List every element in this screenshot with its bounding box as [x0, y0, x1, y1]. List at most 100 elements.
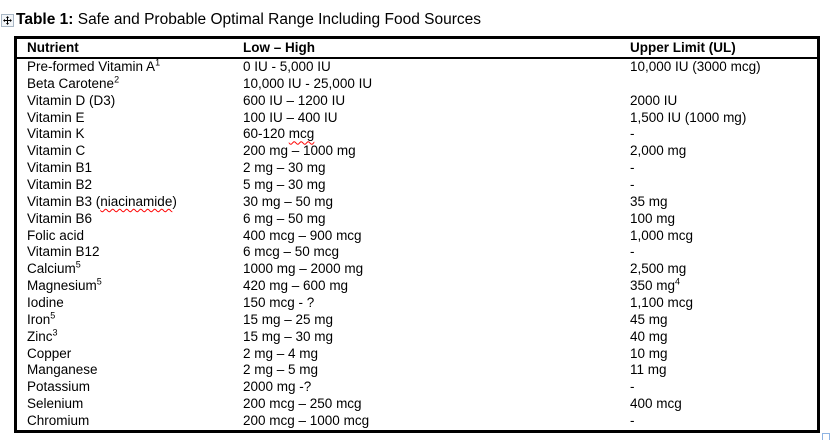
low-high-cell: 0 IU - 5,000 IU	[243, 59, 331, 74]
table-row[interactable]: Vitamin B12 6 mcg – 50 mcg -	[17, 244, 817, 261]
table-row[interactable]: Vitamin E 100 IU – 400 IU 1,500 IU (1000 m…	[17, 110, 817, 127]
table-caption-label: Table 1:	[16, 11, 74, 28]
low-high-cell: 6 mcg – 50 mcg	[243, 244, 340, 260]
table-row[interactable]: Vitamin K 60-120 mcg -	[17, 126, 817, 143]
nutrient-cell: Vitamin B6	[27, 210, 93, 226]
low-high-cell: 30 mg – 50 mg	[243, 193, 334, 209]
upper-limit-cell: 11 mg	[630, 362, 667, 378]
upper-limit-cell: -	[630, 413, 635, 429]
table-row[interactable]: Beta Carotene2 10,000 IU - 25,000 IU	[17, 74, 817, 93]
table-row[interactable]: Copper 2 mg – 4 mg 10 mg	[17, 346, 817, 363]
table-caption: Table 1: Safe and Probable Optimal Range…	[16, 9, 481, 30]
low-high-cell: 420 mg – 600 mg	[243, 278, 349, 294]
upper-limit-cell: -	[630, 160, 635, 176]
misspelled-text: niacinamide	[100, 193, 173, 209]
nutrient-cell: Calcium5	[27, 259, 81, 277]
low-high-cell: 200 mcg – 1000 mcg	[243, 413, 370, 429]
nutrient-cell: Pre-formed Vitamin A1	[27, 57, 161, 74]
header-low-high: Low – High	[243, 40, 315, 55]
low-high-cell: 60-120 mcg	[243, 126, 315, 142]
table-row[interactable]: Zinc3 15 mg – 30 mg 40 mg	[17, 327, 817, 346]
table-row[interactable]: Selenium 200 mcg – 250 mcg 400 mcg	[17, 396, 817, 413]
footnote-superscript: 2	[114, 74, 120, 85]
low-high-cell: 200 mg – 1000 mg	[243, 143, 356, 159]
upper-limit-cell: 2,000 mg	[630, 143, 687, 159]
upper-limit-cell: -	[630, 379, 635, 395]
low-high-cell: 200 mcg – 250 mcg	[243, 396, 362, 412]
nutrient-cell: Copper	[27, 345, 72, 361]
table-row[interactable]: Vitamin C 200 mg – 1000 mg 2,000 mg	[17, 143, 817, 160]
table-row[interactable]: Potassium 2000 mg -? -	[17, 379, 817, 396]
nutrient-cell: Zinc3	[27, 327, 58, 344]
table-caption-text: Safe and Probable Optimal Range Includin…	[73, 11, 481, 28]
upper-limit-cell: 1,100 mcg	[630, 295, 694, 311]
low-high-cell: 400 mcg – 900 mcg	[243, 227, 362, 243]
table-row[interactable]: Chromium 200 mcg – 1000 mcg -	[17, 413, 817, 430]
table-row[interactable]: Vitamin B6 6 mg – 50 mg 100 mg	[17, 211, 817, 228]
nutrient-cell: Beta Carotene2	[27, 74, 120, 91]
table-row[interactable]: Calcium5 1000 mg – 2000 mg 2,500 mg	[17, 259, 817, 278]
table-row[interactable]: Vitamin B1 2 mg – 30 mg -	[17, 160, 817, 177]
table-row[interactable]: Folic acid 400 mcg – 900 mcg 1,000 mcg	[17, 228, 817, 245]
upper-limit-cell: 1,500 IU (1000 mg)	[630, 109, 747, 125]
upper-limit-cell: 40 mg	[630, 328, 668, 344]
upper-limit-cell: 10,000 IU (3000 mcg)	[630, 59, 761, 74]
header-nutrient: Nutrient	[27, 40, 79, 55]
upper-limit-cell: 35 mg	[630, 193, 668, 209]
nutrient-cell: Iron5	[27, 310, 56, 327]
upper-limit-cell: -	[630, 244, 635, 260]
footnote-superscript: 3	[52, 327, 58, 338]
low-high-cell: 100 IU – 400 IU	[243, 109, 338, 125]
table-row[interactable]: Pre-formed Vitamin A1 0 IU - 5,000 IU 10,0…	[17, 57, 817, 76]
low-high-cell: 6 mg – 50 mg	[243, 210, 326, 226]
table-row[interactable]: Iodine 150 mcg - ? 1,100 mcg	[17, 295, 817, 312]
misspelled-text: mcg	[288, 126, 315, 142]
footnote-superscript: 5	[75, 259, 81, 270]
nutrient-cell: Magnesium5	[27, 276, 102, 294]
footnote-superscript: 5	[50, 310, 56, 321]
low-high-cell: 2 mg – 4 mg	[243, 345, 319, 361]
upper-limit-cell: 400 mcg	[630, 396, 682, 412]
nutrient-cell: Chromium	[27, 413, 90, 429]
nutrient-cell: Vitamin E	[27, 109, 85, 125]
table-row[interactable]: Vitamin B2 5 mg – 30 mg -	[17, 177, 817, 194]
nutrient-cell: Vitamin C	[27, 143, 86, 159]
nutrient-table: Nutrient Low – High Upper Limit (UL) Pre…	[14, 36, 820, 433]
nutrient-cell: Vitamin K	[27, 126, 85, 142]
upper-limit-cell: 45 mg	[630, 311, 668, 327]
nutrient-cell: Vitamin B2	[27, 177, 93, 193]
low-high-cell: 2000 mg -?	[243, 379, 312, 395]
footnote-superscript: 4	[675, 276, 681, 287]
low-high-cell: 1000 mg – 2000 mg	[243, 261, 364, 277]
upper-limit-cell: 100 mg	[630, 210, 676, 226]
low-high-cell: 150 mcg - ?	[243, 295, 315, 311]
upper-limit-cell: -	[630, 177, 635, 193]
low-high-cell: 15 mg – 25 mg	[243, 311, 334, 327]
low-high-cell: 2 mg – 30 mg	[243, 160, 326, 176]
table-row[interactable]: Vitamin D (D3) 600 IU – 1200 IU 2000 IU	[17, 93, 817, 110]
low-high-cell: 15 mg – 30 mg	[243, 328, 334, 344]
table-row[interactable]: Vitamin B3 (niacinamide) 30 mg – 50 mg 35 …	[17, 194, 817, 211]
footnote-superscript: 5	[96, 276, 102, 287]
upper-limit-cell: 10 mg	[630, 345, 668, 361]
upper-limit-cell: 350 mg4	[630, 276, 681, 294]
upper-limit-cell: 2000 IU	[630, 92, 678, 108]
table-resize-handle[interactable]	[822, 433, 830, 440]
table-row[interactable]: Manganese 2 mg – 5 mg 11 mg	[17, 362, 817, 379]
table-row[interactable]: Iron5 15 mg – 25 mg 45 mg	[17, 310, 817, 329]
nutrient-cell: Manganese	[27, 362, 98, 378]
low-high-cell: 600 IU – 1200 IU	[243, 92, 346, 108]
upper-limit-cell	[630, 76, 817, 93]
nutrient-cell: Potassium	[27, 379, 91, 395]
footnote-superscript: 1	[155, 57, 161, 68]
nutrient-cell: Vitamin B12	[27, 244, 100, 260]
table-row[interactable]: Magnesium5 420 mg – 600 mg 350 mg4	[17, 276, 817, 295]
four-way-arrow-icon	[3, 16, 12, 25]
header-upper-limit: Upper Limit (UL)	[630, 40, 736, 55]
nutrient-cell: Selenium	[27, 396, 84, 412]
table-header-row: Nutrient Low – High Upper Limit (UL)	[17, 39, 817, 59]
nutrient-cell: Iodine	[27, 295, 64, 311]
low-high-cell: 2 mg – 5 mg	[243, 362, 319, 378]
upper-limit-cell: 1,000 mcg	[630, 227, 694, 243]
table-move-handle[interactable]	[1, 14, 14, 27]
